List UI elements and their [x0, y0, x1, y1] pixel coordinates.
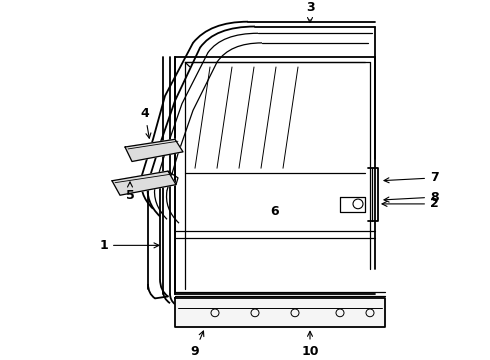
- Text: 5: 5: [125, 182, 134, 202]
- Polygon shape: [175, 298, 385, 327]
- Text: 10: 10: [301, 331, 319, 358]
- Text: 4: 4: [141, 107, 151, 138]
- Polygon shape: [112, 171, 176, 195]
- Text: 8: 8: [384, 191, 439, 204]
- Polygon shape: [125, 139, 183, 162]
- Text: 2: 2: [382, 197, 439, 210]
- Text: 3: 3: [306, 1, 314, 22]
- Text: 7: 7: [384, 171, 439, 184]
- Text: 1: 1: [99, 239, 159, 252]
- Text: 9: 9: [191, 331, 204, 358]
- Text: 6: 6: [270, 205, 279, 218]
